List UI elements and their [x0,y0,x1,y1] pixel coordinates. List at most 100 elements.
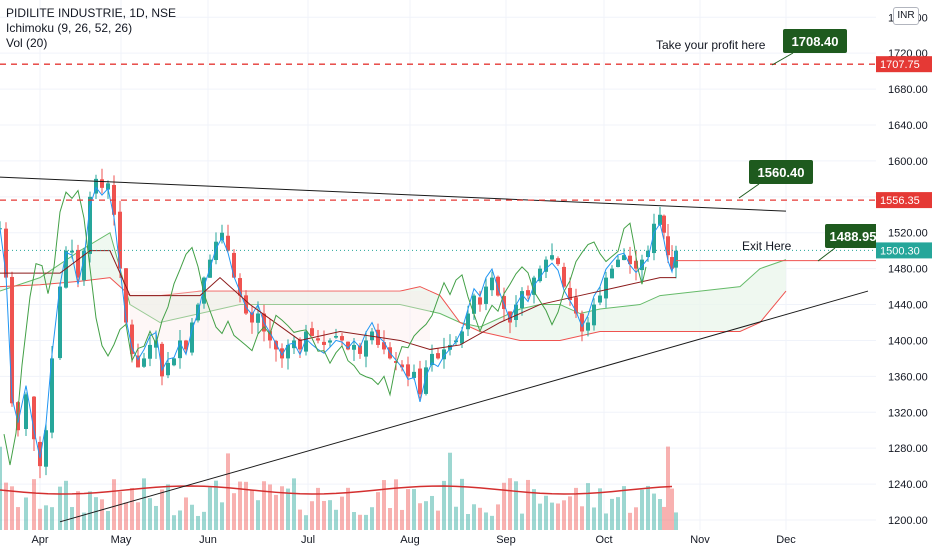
price-tick-label: 1320.00 [888,407,928,419]
volume-bar [526,479,530,530]
volume-bar [208,487,212,530]
volume-bar [502,482,506,530]
candle-body [544,259,548,272]
candle-body [268,331,272,341]
volume-bar [250,490,254,530]
volume-bar [256,500,260,530]
last-price-tag-text: 1500.30 [880,245,920,257]
candle-body [526,290,530,296]
volume-bar [634,507,638,530]
volume-bar [442,480,446,530]
volume-bar [160,489,164,530]
target-price-tag [876,56,932,73]
volume-bar [232,493,236,530]
ichimoku-label[interactable]: Ichimoku (9, 26, 52, 26) [6,21,133,35]
volume-bar [106,510,110,530]
candle-body [106,183,110,190]
candle-body [50,358,54,433]
volume-bar [646,485,650,530]
volume-bar [394,479,398,530]
exit-label: Exit Here [742,239,792,253]
volume-bar [400,509,404,530]
candle-body [652,223,656,254]
candle-body [394,361,398,363]
volume-bar [574,487,578,530]
candle-body [244,295,248,314]
volume-bar [544,495,548,530]
volume-bar [598,488,602,530]
candle-body [250,312,254,323]
candle-body [130,324,134,354]
volume-bar [376,492,380,530]
price-tick-label: 1440.00 [888,300,928,312]
exit-badge-text: 1488.95 [830,229,877,244]
candle-body [190,322,194,353]
time-tick-label: Sep [496,534,516,546]
volume-bar [322,500,326,530]
volume-bar [496,504,500,530]
volume-bar [352,512,356,530]
candle-body [574,297,578,314]
volume-bar [130,487,134,530]
time-tick-label: Apr [31,534,48,546]
trendlines [0,176,869,523]
volume-bar [430,495,434,530]
target-badge-pointer [771,52,794,66]
volume-bar [238,481,242,530]
volume-bar [280,486,284,530]
price-tick-label: 1680.00 [888,84,928,96]
candle-body [4,228,8,278]
price-tick-label: 1640.00 [888,120,928,132]
exit-badge [825,224,881,248]
volume-bar [226,453,230,530]
volume-bar [454,506,458,530]
target-badge-text: 1708.40 [792,34,839,49]
candle-body [220,232,224,241]
volume-bar [4,482,8,530]
volume-bar [364,514,368,530]
volume-bar [508,478,512,530]
candle-body [382,342,386,350]
volume-bar [520,513,524,530]
chikou-span [3,189,647,466]
volume-label[interactable]: Vol (20) [6,36,48,50]
time-tick-label: Oct [595,534,612,546]
target-label: Take your profit here [656,38,766,52]
volume-bar [346,487,350,530]
candle-body [142,358,146,367]
volume-bar [10,486,14,530]
volume-bar [292,478,296,530]
candle-body [598,295,602,303]
time-tick-label: Dec [776,534,796,546]
volume-bar [568,496,572,530]
volume-bar [406,489,410,530]
candle-body [10,276,14,404]
candle-body [24,394,28,429]
volume-bar [190,504,194,530]
candle-body [640,259,644,271]
volume-bar [196,515,200,530]
volume-bar [666,446,670,530]
volume-bar [0,446,2,530]
exit-badge-pointer [817,247,836,262]
volume-bar [418,503,422,530]
candle-body [256,313,260,323]
volume-bar [136,502,140,530]
price-axis: 1200.00 1240.00 1280.00 1320.00 1360.00 1400.… [876,0,932,550]
volume-bar [674,512,678,530]
time-tick-label: Jun [199,534,217,546]
candle-body [610,268,614,279]
volume-bar [466,514,470,530]
volume-bar [178,510,182,530]
volume-bar [490,515,494,530]
volume-bar [382,480,386,530]
volume-bar [214,480,218,530]
candle-body [604,277,608,299]
symbol-title[interactable]: PIDILITE INDUSTRIE, 1D, NSE [6,6,177,20]
volume-bar [268,484,272,530]
candle-body [286,344,290,359]
currency-badge[interactable]: INR [893,7,919,25]
volume-bar [32,479,36,530]
volume-bar [148,498,152,530]
